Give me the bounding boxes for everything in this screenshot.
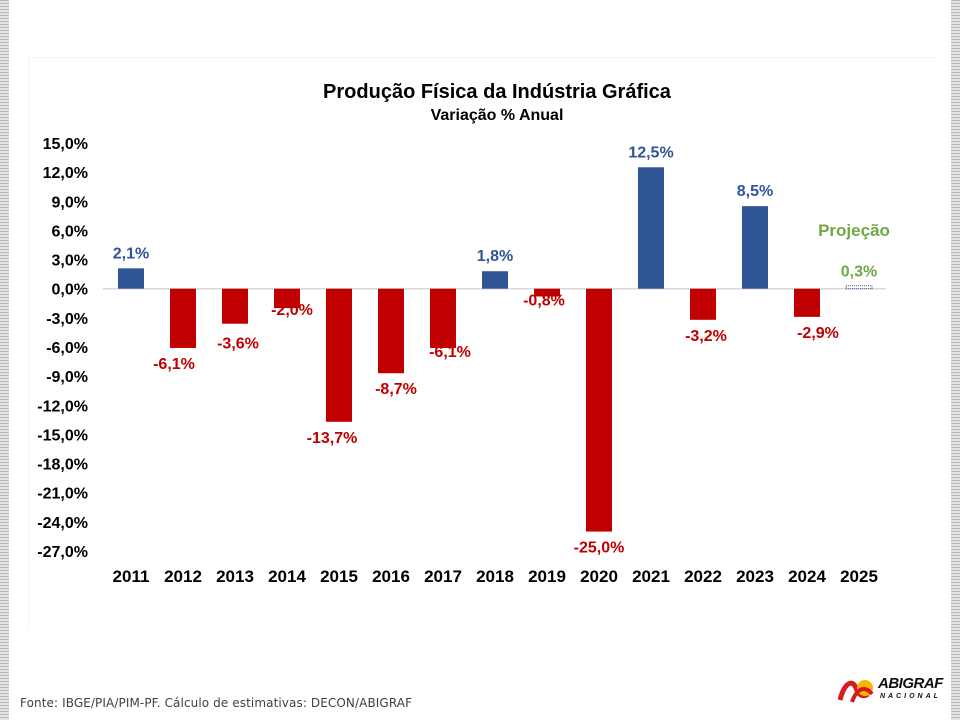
y-tick-label: 3,0% [52,253,88,270]
slide-left-edge [0,0,9,720]
logo-text: ABIGRAF [878,675,943,692]
y-tick-label: -6,0% [46,340,88,357]
x-tick-label: 2020 [580,567,618,586]
bar-2017 [430,288,456,348]
data-label-2013: -3,6% [217,336,259,353]
bars-group [118,167,873,532]
y-tick-label: -15,0% [37,427,88,444]
data-label-2022: -3,2% [685,328,727,345]
logo-subtext: NACIONAL [880,693,941,700]
y-tick-label: 15,0% [43,136,88,153]
bar-2013 [222,288,248,324]
data-label-2015: -13,7% [307,430,358,447]
bar-2019 [534,288,560,297]
y-tick-label: -3,0% [46,311,88,328]
y-tick-label: 12,0% [43,165,88,182]
bar-2024 [794,288,820,317]
data-label-2019: -0,8% [523,292,565,309]
y-tick-label: -9,0% [46,369,88,386]
chart-title: Produção Física da Indústria Gráfica [323,81,672,103]
x-tick-label: 2013 [216,567,254,586]
x-tick-label: 2011 [113,567,150,586]
x-tick-label: 2019 [528,567,566,586]
projection-annotation: Projeção [818,221,890,240]
data-label-2014: -2,0% [271,302,313,319]
x-tick-label: 2015 [320,567,358,586]
data-labels-group: 2,1% -6,1% -3,6% -2,0% -13,7% -8,7% -6,1% 1,8% -… [113,144,877,556]
y-tick-label: -12,0% [37,398,88,415]
slide-right-edge [951,0,960,720]
data-label-2021: 12,5% [628,144,673,161]
x-tick-label: 2016 [372,567,410,586]
abigraf-logo-icon [838,680,874,703]
data-label-2011: 2,1% [113,245,149,262]
abigraf-logo: ABIGRAF NACIONAL [838,674,943,704]
data-label-2020: -25,0% [574,540,625,557]
chart-subtitle: Variação % Anual [431,107,564,124]
bar-2015 [326,288,352,422]
bar-2020 [586,288,612,532]
bar-2012 [170,288,196,348]
x-axis: 2011 2012 2013 2014 2015 2016 2017 2018 2019 2020… [113,567,878,586]
y-tick-label: -21,0% [37,486,88,503]
y-tick-label: -24,0% [37,515,88,532]
bar-2011 [118,268,144,289]
data-label-2024: -2,9% [797,325,839,342]
y-tick-label: 6,0% [52,223,88,240]
x-tick-label: 2022 [684,567,722,586]
bar-2022 [690,288,716,320]
chart-frame [28,57,937,630]
source-note: Fonte: IBGE/PIA/PIM-PF. Cálculo de estim… [20,696,413,710]
bar-2014 [274,288,300,309]
y-tick-label: 0,0% [52,282,88,299]
y-axis: 15,0% 12,0% 9,0% 6,0% 3,0% 0,0% -3,0% -6,0% -9,0… [37,136,88,561]
x-tick-label: 2021 [632,567,670,586]
bar-2025 [845,285,873,290]
x-tick-label: 2023 [736,567,774,586]
bar-2018 [482,271,508,289]
data-label-2016: -8,7% [375,381,417,398]
x-tick-label: 2025 [840,567,878,586]
x-tick-label: 2014 [268,567,306,586]
y-tick-label: -27,0% [37,544,88,561]
bar-2021 [638,167,664,289]
data-label-2025: 0,3% [841,264,877,281]
data-label-2012: -6,1% [153,356,195,373]
x-tick-label: 2024 [788,567,826,586]
data-label-2023: 8,5% [737,183,773,200]
x-tick-label: 2017 [424,567,462,586]
data-label-2018: 1,8% [477,248,513,265]
bar-2023 [742,206,768,289]
y-tick-label: -18,0% [37,457,88,474]
y-tick-label: 9,0% [52,194,88,211]
x-tick-label: 2018 [476,567,514,586]
x-tick-label: 2012 [164,567,202,586]
bar-2016 [378,288,404,374]
data-label-2017: -6,1% [429,344,471,361]
